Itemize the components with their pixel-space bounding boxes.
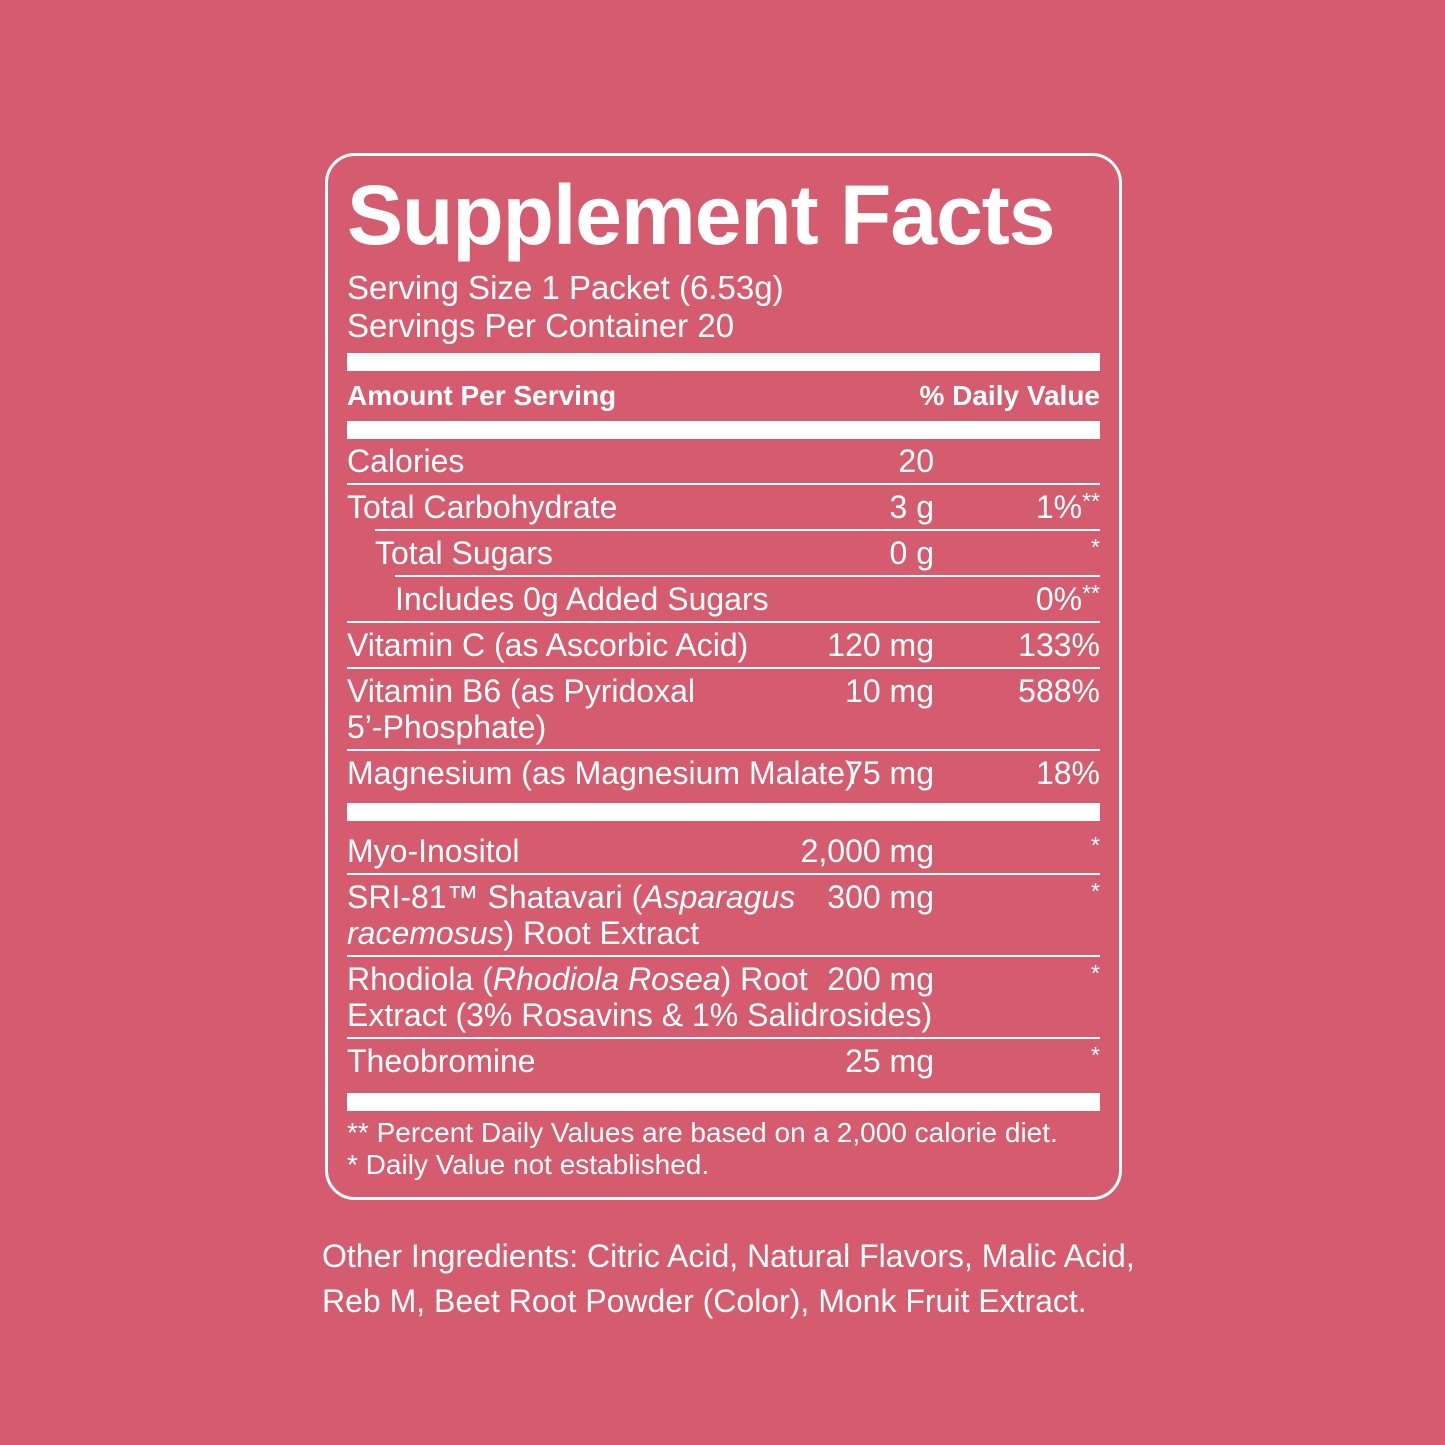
nutrient-row: Myo-Inositol 2,000 mg * <box>347 829 1100 873</box>
nutrient-amount: 75 mg <box>845 754 934 791</box>
nutrient-daily-value: 1%** <box>1035 487 1100 525</box>
nutrient-row: Vitamin B6 (as Pyridoxal 5’-Phosphate) 10… <box>347 669 1100 749</box>
nutrient-daily-value: * <box>1091 831 1100 858</box>
nutrient-row: Theobromine 25 mg * <box>347 1039 1100 1083</box>
divider-bar-bottom <box>347 1092 1100 1111</box>
nutrient-amount: 2,000 mg <box>800 832 934 869</box>
nutrient-row: Calories 20 <box>347 439 1100 483</box>
nutrient-amount: 120 mg <box>827 626 934 663</box>
nutrient-row: SRI-81™ Shatavari (Asparagus racemosus) … <box>347 875 1100 955</box>
row-separator <box>395 574 1100 577</box>
column-header-row: Amount Per Serving % Daily Value <box>347 371 1100 421</box>
daily-value-header: % Daily Value <box>919 379 1100 411</box>
row-separator <box>347 620 1100 623</box>
panel-title: Supplement Facts <box>347 168 1055 262</box>
nutrient-name: Myo-Inositol <box>347 832 520 869</box>
footnote-not-established: * Daily Value not established. <box>347 1148 710 1180</box>
row-separator <box>375 528 1100 531</box>
nutrient-amount: 25 mg <box>845 1042 934 1079</box>
servings-per-container-line: Servings Per Container 20 <box>347 306 735 344</box>
nutrient-name: Total Carbohydrate <box>347 488 618 525</box>
serving-size-line: Serving Size 1 Packet (6.53g) <box>347 268 784 306</box>
nutrient-row: Includes 0g Added Sugars 0%** <box>347 577 1100 621</box>
divider-bar-header <box>347 420 1100 439</box>
nutrient-daily-value: 133% <box>1018 626 1100 663</box>
other-ingredients: Other Ingredients: Citric Acid, Natural … <box>322 1238 1135 1319</box>
nutrient-name: Includes 0g Added Sugars <box>395 580 769 617</box>
row-separator <box>347 666 1100 669</box>
nutrient-daily-value: 588% <box>1018 672 1100 709</box>
nutrient-amount: 0 g <box>889 534 934 571</box>
nutrient-amount: 300 mg <box>827 878 934 915</box>
nutrient-row: Magnesium (as Magnesium Malate) 75 mg 18% <box>347 751 1100 795</box>
nutrient-name: Vitamin C (as Ascorbic Acid) <box>347 626 749 663</box>
nutrient-rows: Calories 20 Total Carbohydrate 3 g 1%** Total… <box>347 439 1100 1083</box>
divider-bar-middle <box>347 802 1100 821</box>
nutrient-name: Magnesium (as Magnesium Malate) <box>347 754 856 791</box>
row-separator <box>347 872 1100 875</box>
footnote-daily-values: ** Percent Daily Values are based on a 2… <box>347 1116 1058 1148</box>
nutrient-daily-value: * <box>1091 877 1100 904</box>
nutrient-amount: 200 mg <box>827 960 934 997</box>
nutrient-amount: 10 mg <box>845 672 934 709</box>
nutrient-row: Total Carbohydrate 3 g 1%** <box>347 485 1100 529</box>
divider-bar-top <box>347 352 1100 371</box>
nutrient-name: Rhodiola (Rhodiola Rosea) Root Extract (… <box>347 960 933 1033</box>
nutrient-name: SRI-81™ Shatavari (Asparagus racemosus) … <box>347 878 796 951</box>
row-separator <box>347 1036 1100 1039</box>
nutrient-row: Vitamin C (as Ascorbic Acid) 120 mg 133% <box>347 623 1100 667</box>
row-separator <box>347 954 1100 957</box>
nutrient-daily-value: * <box>1091 959 1100 986</box>
nutrient-daily-value: 0%** <box>1035 579 1100 617</box>
nutrient-daily-value: 18% <box>1035 754 1100 791</box>
row-separator <box>347 482 1100 485</box>
supplement-facts-panel: Supplement Facts Serving Size 1 Packet (… <box>325 153 1122 1200</box>
nutrient-daily-value: * <box>1091 1041 1100 1068</box>
nutrient-amount: 3 g <box>889 488 934 525</box>
nutrient-name: Total Sugars <box>375 534 553 571</box>
nutrient-daily-value: * <box>1091 533 1100 560</box>
nutrient-amount: 20 <box>898 442 934 479</box>
nutrient-row: Rhodiola (Rhodiola Rosea) Root Extract (… <box>347 957 1100 1037</box>
nutrient-name: Theobromine <box>347 1042 536 1079</box>
nutrient-row: Total Sugars 0 g * <box>347 531 1100 575</box>
amount-per-serving-header: Amount Per Serving <box>347 379 617 411</box>
nutrient-name: Vitamin B6 (as Pyridoxal 5’-Phosphate) <box>347 672 695 745</box>
row-separator <box>347 748 1100 751</box>
nutrient-name: Calories <box>347 442 465 479</box>
